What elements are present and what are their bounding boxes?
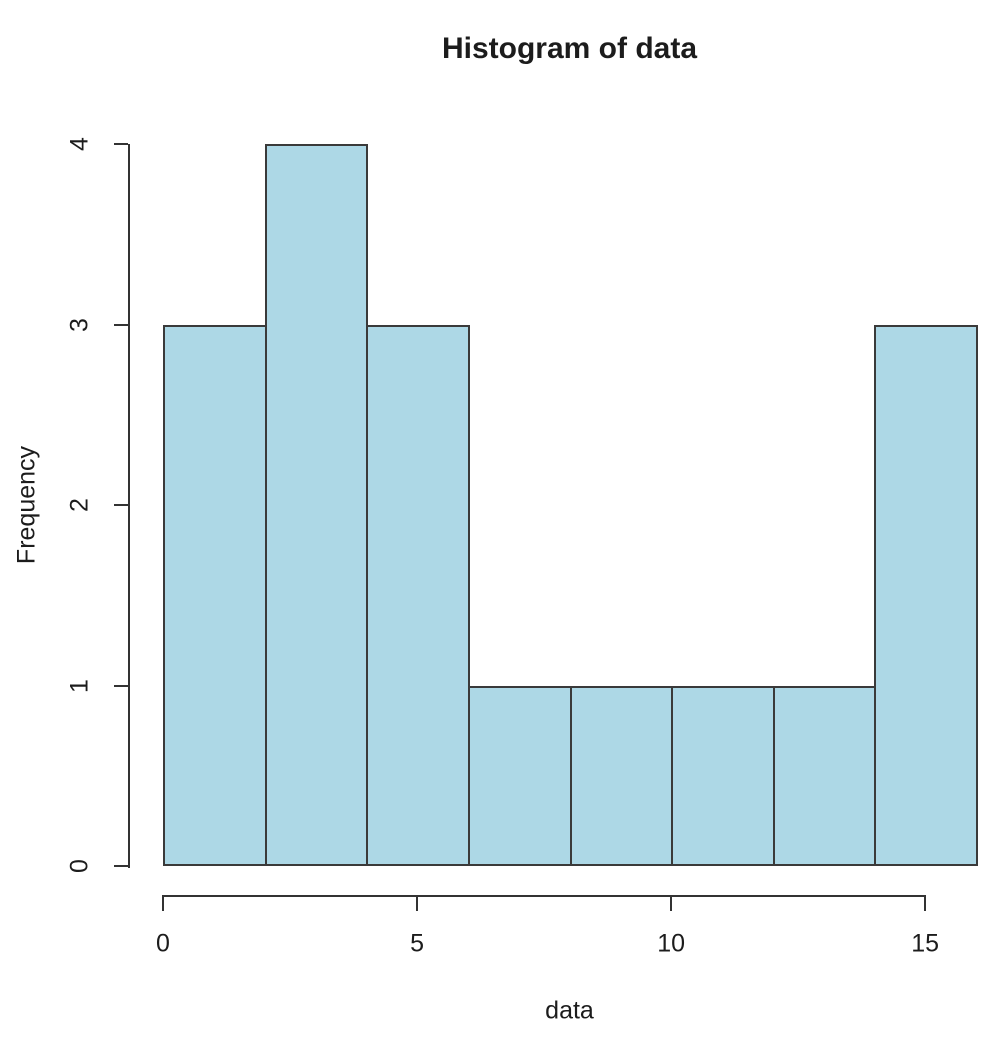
y-axis-tick — [114, 684, 128, 687]
plot-area — [163, 144, 978, 866]
x-axis-tick-label: 0 — [156, 929, 170, 958]
histogram-bar — [467, 685, 572, 866]
x-axis-tick — [162, 897, 164, 911]
histogram-bar — [772, 685, 877, 866]
x-axis-tick — [416, 897, 419, 911]
y-axis-tick-label: 3 — [65, 317, 94, 332]
y-axis-tick — [114, 323, 128, 326]
x-axis-label: data — [545, 996, 594, 1025]
y-axis-tick — [114, 865, 128, 867]
y-axis-tick-label: 1 — [65, 678, 94, 693]
x-axis-tick — [924, 897, 927, 911]
y-axis-tick-label: 4 — [65, 137, 94, 151]
y-axis-tick-label: 0 — [65, 859, 94, 873]
y-axis-tick — [114, 504, 128, 506]
chart-title: Histogram of data — [441, 32, 698, 65]
y-axis-tick-label: 2 — [65, 498, 94, 512]
histogram-bar — [874, 324, 978, 866]
histogram-bar — [264, 144, 369, 866]
x-axis-tick — [670, 897, 673, 911]
histogram-bar — [163, 324, 267, 866]
x-axis-tick-label: 10 — [657, 929, 686, 958]
x-axis-tick-label: 15 — [911, 929, 940, 958]
histogram-bar — [671, 685, 775, 866]
y-axis-tick — [114, 143, 128, 145]
x-axis-tick-label: 5 — [410, 929, 425, 958]
y-axis-line — [128, 144, 130, 868]
y-axis-label: Frequency — [12, 445, 41, 565]
histogram-bar — [569, 685, 674, 866]
histogram-bar — [366, 324, 470, 866]
x-axis-line — [162, 895, 927, 897]
